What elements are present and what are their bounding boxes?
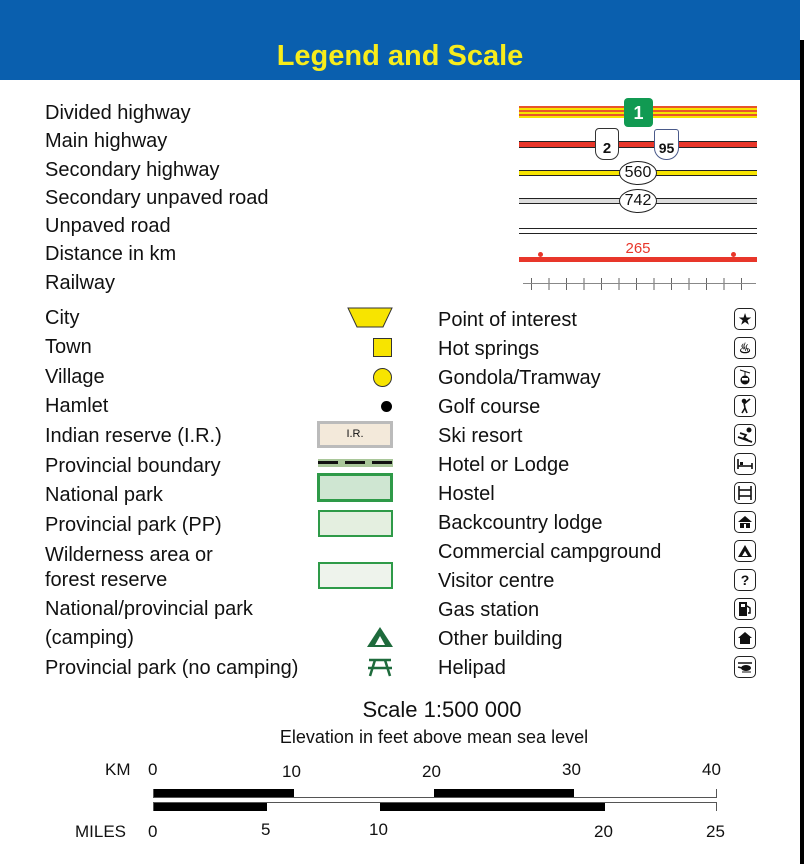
indian-reserve-icon: I.R. (317, 421, 393, 448)
hot-springs-icon: ♨ (734, 337, 756, 359)
national-park-icon (317, 473, 393, 502)
cabin-icon (734, 511, 756, 533)
scale-subtitle: Elevation in feet above mean sea level (279, 727, 589, 747)
label-town: Town (45, 336, 92, 358)
km-tick: 0 (148, 760, 158, 779)
wilderness-area-icon (318, 562, 393, 589)
label-park-no-camping: Provincial park (no camping) (45, 657, 299, 679)
provincial-boundary-icon (318, 459, 393, 467)
label-visitor-centre: Visitor centre (438, 570, 555, 592)
label-hotel: Hotel or Lodge (438, 454, 570, 476)
scale-title: Scale 1:500 000 (362, 697, 522, 722)
label-campground: Commercial campground (438, 541, 662, 563)
label-gas-station: Gas station (438, 599, 540, 621)
railway-line (523, 278, 756, 290)
label-other-building: Other building (438, 628, 563, 650)
unpaved-road-line (519, 228, 757, 234)
bc-shield-icon: 95 (654, 129, 679, 160)
golfer-icon (734, 395, 756, 417)
secondary-route-shield: 560 (619, 161, 657, 185)
alberta-shield-icon: 2 (595, 128, 619, 160)
town-icon (373, 338, 392, 357)
miles-scale-bar (153, 802, 717, 811)
house-icon (734, 627, 756, 649)
miles-tick: 5 (261, 820, 271, 839)
label-divided-highway: Divided highway (45, 102, 191, 124)
header: Legend and Scale (0, 0, 800, 80)
label-main-highway: Main highway (45, 130, 168, 152)
km-scale-bar (153, 789, 717, 798)
label-wilderness-1: Wilderness area or (45, 544, 213, 566)
km-tick: 30 (562, 760, 581, 779)
hamlet-icon (381, 401, 392, 412)
secondary-unpaved-shield: 742 (619, 189, 657, 213)
label-distance: Distance in km (45, 243, 177, 265)
label-unpaved-road: Unpaved road (45, 215, 171, 237)
label-ski-resort: Ski resort (438, 425, 523, 447)
km-tick: 20 (422, 762, 441, 781)
star-icon: ★ (734, 308, 756, 330)
km-tick: 40 (702, 760, 721, 779)
miles-label: MILES (75, 822, 127, 841)
label-village: Village (45, 366, 105, 388)
label-hot-springs: Hot springs (438, 338, 540, 360)
question-icon: ? (734, 569, 756, 591)
label-wilderness-2: forest reserve (45, 569, 168, 591)
label-city: City (45, 307, 80, 329)
label-point-of-interest: Point of interest (438, 309, 577, 331)
gondola-icon (734, 366, 756, 388)
trans-canada-shield-icon: 1 (624, 98, 653, 127)
miles-tick: 0 (148, 822, 158, 841)
helicopter-icon (734, 656, 756, 678)
picnic-table-icon (368, 658, 392, 677)
main-highway-line (519, 141, 757, 148)
tent-icon (734, 540, 756, 562)
camping-tent-icon (367, 627, 393, 647)
label-national-park: National park (45, 484, 163, 506)
page-title: Legend and Scale (276, 40, 524, 72)
provincial-park-icon (318, 510, 393, 537)
bed-icon (734, 453, 756, 475)
distance-value: 265 (625, 240, 651, 257)
label-railway: Railway (45, 272, 116, 294)
label-golf-course: Golf course (438, 396, 541, 418)
miles-tick: 25 (706, 822, 725, 841)
distance-marker (731, 252, 736, 257)
distance-marker (538, 252, 543, 257)
city-icon (347, 307, 393, 328)
label-helipad: Helipad (438, 657, 506, 679)
frame-border (800, 40, 804, 864)
km-tick: 10 (282, 762, 301, 781)
km-label: KM (105, 760, 131, 779)
label-hamlet: Hamlet (45, 395, 109, 417)
distance-line (519, 257, 757, 262)
label-secondary-highway: Secondary highway (45, 159, 220, 181)
label-hostel: Hostel (438, 483, 495, 505)
miles-tick: 20 (594, 822, 613, 841)
skier-icon (734, 424, 756, 446)
village-icon (373, 368, 392, 387)
label-park-camping-1: National/provincial park (45, 598, 253, 620)
label-provincial-park: Provincial park (PP) (45, 514, 222, 536)
label-park-camping-2: (camping) (45, 627, 134, 649)
label-indian-reserve: Indian reserve (I.R.) (45, 425, 222, 447)
label-gondola: Gondola/Tramway (438, 367, 601, 389)
label-provincial-boundary: Provincial boundary (45, 455, 221, 477)
label-backcountry-lodge: Backcountry lodge (438, 512, 603, 534)
gas-pump-icon (734, 598, 756, 620)
label-secondary-unpaved: Secondary unpaved road (45, 187, 269, 209)
bunk-bed-icon (734, 482, 756, 504)
miles-tick: 10 (369, 820, 388, 839)
